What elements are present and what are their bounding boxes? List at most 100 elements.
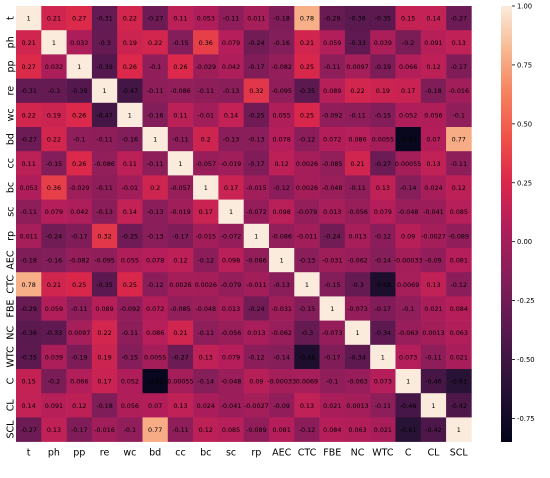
y-tick-label: sc (6, 207, 17, 217)
heatmap-cell (66, 320, 93, 346)
cell-value-label: 0.00055 (167, 378, 193, 386)
heatmap-cell (319, 272, 346, 297)
cell-value-label: 0.21 (173, 329, 187, 337)
colorbar-tick-label: 0.50 (517, 120, 532, 128)
heatmap-cell (344, 369, 371, 394)
heatmap-cell (91, 30, 118, 55)
heatmap-cell (319, 199, 346, 225)
heatmap-cell (91, 54, 118, 79)
heatmap-cell (167, 102, 194, 128)
cell-value-label: -0.11 (147, 160, 164, 168)
heatmap-cell (446, 344, 472, 370)
cell-value-label: -0.00033 (394, 257, 423, 265)
heatmap-cell (269, 78, 295, 104)
heatmap-cell (344, 393, 371, 418)
cell-value-label: 0.052 (399, 111, 417, 119)
heatmap-cell (446, 248, 472, 273)
cell-value-label: 0.13 (173, 402, 187, 410)
heatmap-cell (193, 248, 219, 273)
heatmap-cell (319, 102, 346, 128)
cell-value-label: -0.14 (375, 257, 392, 265)
heatmap-cell (269, 54, 295, 79)
cell-value-label: -0.041 (221, 402, 242, 410)
heatmap-cell (294, 272, 320, 297)
cell-value-label: 0.17 (401, 87, 415, 95)
heatmap-cell (66, 296, 93, 321)
heatmap-cell (91, 344, 118, 370)
cell-value-label: 1 (254, 232, 258, 240)
cell-value-label: -0.019 (221, 160, 242, 168)
heatmap-cell (395, 78, 422, 104)
heatmap-cell (16, 248, 42, 273)
cell-value-label: -0.15 (324, 281, 341, 289)
cell-value-label: -0.11 (96, 184, 113, 192)
cell-value-label: -0.33 (349, 39, 366, 47)
colorbar-tick-label: -0.25 (517, 297, 535, 305)
cell-value-label: -0.25 (122, 232, 139, 240)
cell-value-label: -0.13 (96, 208, 113, 216)
heatmap-cell (395, 248, 422, 273)
cell-value-label: -0.47 (96, 111, 113, 119)
cell-value-label: -0.015 (246, 184, 267, 192)
heatmap-cell (344, 296, 371, 321)
y-tick-label: bd (6, 133, 17, 145)
cell-value-label: -0.085 (170, 305, 191, 313)
cell-value-label: -0.36 (20, 329, 37, 337)
heatmap-cell (41, 6, 67, 31)
x-tick-label: t (27, 448, 31, 459)
heatmap-cell (41, 199, 67, 225)
heatmap-cell (420, 102, 447, 128)
cell-value-label: -0.011 (297, 232, 318, 240)
cell-value-label: -0.11 (375, 402, 392, 410)
cell-value-label: -0.1 (326, 378, 338, 386)
heatmap-cell (16, 151, 42, 176)
cell-value-label: 0.0026 (195, 281, 217, 289)
cell-value-label: 1 (77, 63, 81, 71)
cell-value-label: 0.0013 (422, 329, 444, 337)
x-tick-label: wc (123, 448, 136, 459)
cell-value-label: -0.31 (20, 87, 37, 95)
heatmap-cell (395, 199, 422, 225)
heatmap-cell (446, 223, 472, 249)
cell-value-label: -0.1 (453, 111, 465, 119)
cell-value-label: -0.1 (73, 136, 85, 144)
cell-value-label: -0.2 (402, 39, 414, 47)
x-tick-label: re (100, 448, 110, 459)
heatmap-cell (167, 6, 194, 31)
heatmap-cell (218, 175, 244, 200)
cell-value-label: 0.024 (424, 184, 442, 192)
heatmap-cell (66, 344, 93, 370)
cell-value-label: 0.0013 (346, 402, 368, 410)
colorbar-tick-label: 1.00 (517, 3, 532, 11)
heatmap-cell (117, 30, 143, 55)
heatmap-cell (16, 30, 42, 55)
heatmap-cell (294, 102, 320, 128)
cell-value-label: 0.091 (424, 39, 442, 47)
heatmap-cell (319, 54, 346, 79)
heatmap-cell (66, 151, 93, 176)
cell-value-label: -0.16 (147, 111, 164, 119)
heatmap-cell (66, 417, 93, 442)
cell-value-label: -0.18 (425, 87, 442, 95)
cell-value-label: -0.095 (271, 87, 292, 95)
heatmap-cell (420, 320, 447, 346)
heatmap-cell (41, 248, 67, 273)
cell-value-label: -0.086 (246, 257, 267, 265)
heatmap-cell (269, 30, 295, 55)
cell-value-label: 1 (381, 353, 385, 361)
heatmap-cell (395, 6, 422, 31)
cell-value-label: 0.013 (323, 208, 341, 216)
heatmap-cell (91, 369, 118, 394)
cell-value-label: 0.26 (123, 63, 137, 71)
cell-value-label: -0.079 (297, 208, 318, 216)
cell-value-label: -0.27 (20, 426, 37, 434)
heatmap-cell (167, 151, 194, 176)
heatmap-cell (117, 6, 143, 31)
cell-value-label: -0.1 (402, 305, 414, 313)
cell-value-label: 0.079 (45, 208, 63, 216)
heatmap-cell (218, 54, 244, 79)
heatmap-cell (91, 296, 118, 321)
heatmap-cell (66, 248, 93, 273)
heatmap-cell (243, 175, 270, 200)
heatmap-cell (319, 369, 346, 394)
